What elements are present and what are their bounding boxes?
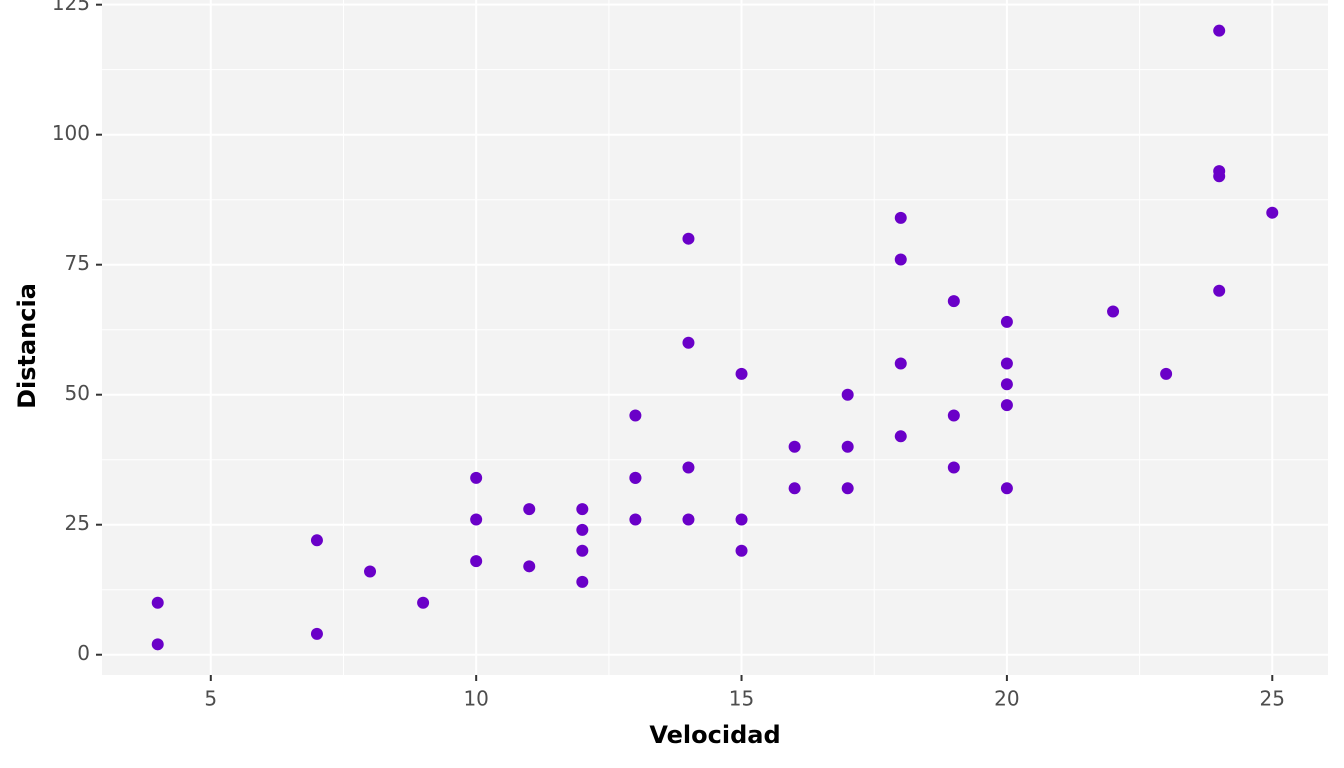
y-tick-label: 100: [52, 121, 90, 145]
point: [788, 482, 801, 495]
x-tick-label: 20: [994, 687, 1019, 711]
panel: [102, 0, 1328, 675]
point: [1107, 305, 1120, 318]
point: [523, 560, 536, 573]
point: [735, 544, 748, 557]
point: [576, 523, 589, 536]
point: [1000, 399, 1013, 412]
point: [1000, 315, 1013, 328]
point: [1213, 24, 1226, 37]
point: [735, 367, 748, 380]
point: [364, 565, 377, 578]
point: [1213, 284, 1226, 297]
point: [682, 232, 695, 245]
y-tick-label: 25: [65, 511, 90, 535]
y-tick-label: 125: [52, 0, 90, 15]
point: [629, 409, 642, 422]
point: [629, 471, 642, 484]
x-tick-label: 5: [204, 687, 217, 711]
point: [470, 471, 483, 484]
point: [841, 482, 854, 495]
point: [576, 575, 589, 588]
point: [310, 534, 323, 547]
point: [894, 430, 907, 443]
point: [1266, 206, 1279, 219]
point: [1000, 357, 1013, 370]
x-tick-label: 25: [1260, 687, 1285, 711]
point: [841, 388, 854, 401]
y-tick-label: 75: [65, 251, 90, 275]
point: [1000, 482, 1013, 495]
point: [682, 461, 695, 474]
point: [310, 627, 323, 640]
point: [841, 440, 854, 453]
x-axis-title: Velocidad: [649, 721, 780, 749]
point: [894, 357, 907, 370]
point: [947, 409, 960, 422]
point: [947, 461, 960, 474]
point: [1000, 378, 1013, 391]
y-axis-title: Distancia: [13, 283, 41, 409]
point: [470, 555, 483, 568]
point: [523, 503, 536, 516]
x-tick-label: 15: [729, 687, 754, 711]
point: [682, 336, 695, 349]
point: [947, 295, 960, 308]
point: [576, 503, 589, 516]
point: [894, 211, 907, 224]
y-tick-label: 50: [65, 381, 90, 405]
point: [151, 596, 164, 609]
point: [788, 440, 801, 453]
point: [735, 513, 748, 526]
y-tick-label: 0: [77, 641, 90, 665]
point: [894, 253, 907, 266]
point: [629, 513, 642, 526]
point: [470, 513, 483, 526]
point: [682, 513, 695, 526]
point: [1160, 367, 1173, 380]
x-tick-label: 10: [463, 687, 488, 711]
point: [1213, 165, 1226, 178]
point: [417, 596, 430, 609]
point: [151, 638, 164, 651]
point: [576, 544, 589, 557]
